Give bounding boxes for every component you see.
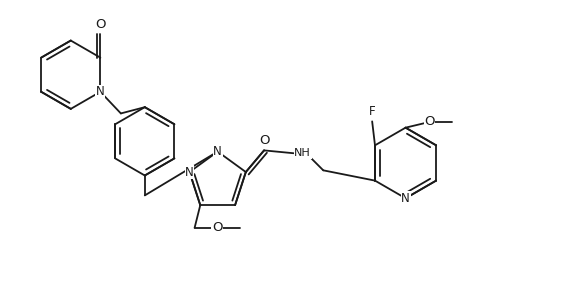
Text: N: N <box>401 192 410 205</box>
Text: N: N <box>213 145 222 158</box>
Text: O: O <box>95 17 106 31</box>
Text: O: O <box>212 222 223 234</box>
Text: O: O <box>259 134 269 147</box>
Text: NH: NH <box>294 148 311 158</box>
Text: N: N <box>185 166 194 178</box>
Text: O: O <box>424 115 435 129</box>
Text: F: F <box>369 105 375 118</box>
Text: N: N <box>96 85 105 98</box>
